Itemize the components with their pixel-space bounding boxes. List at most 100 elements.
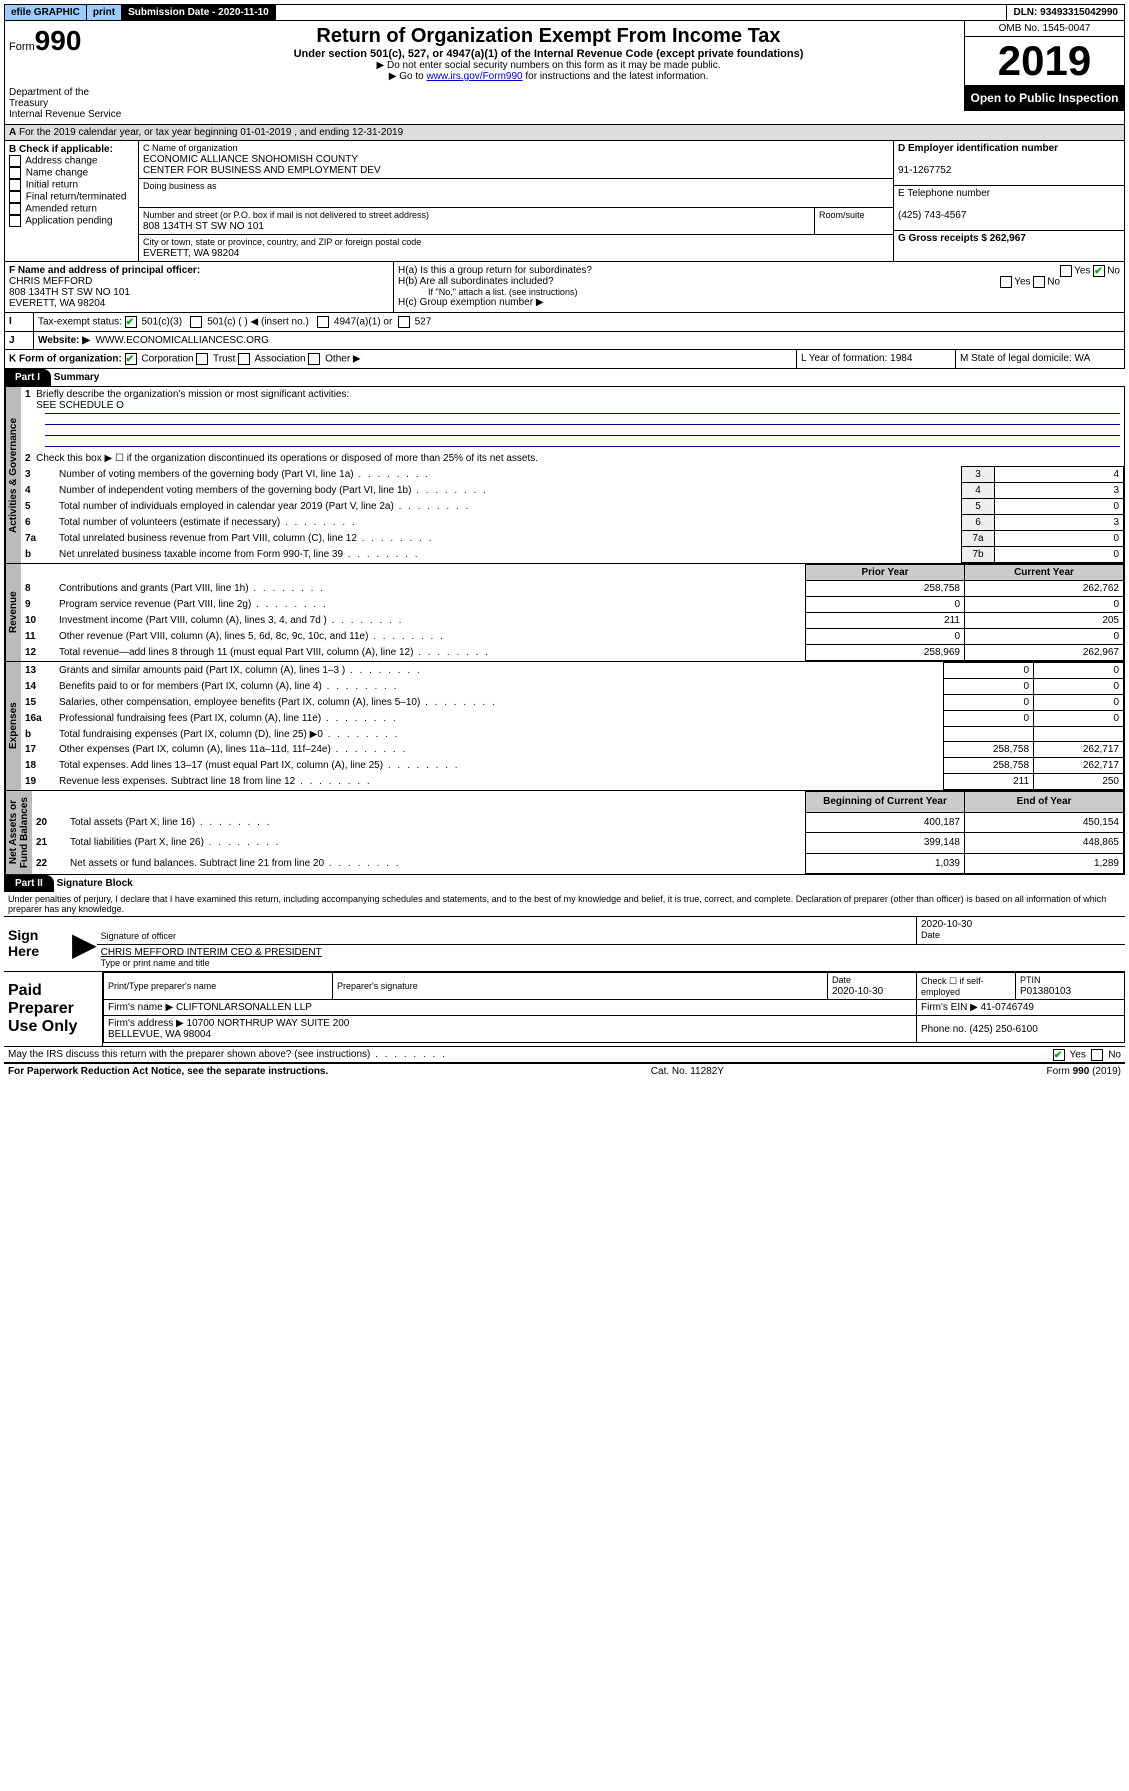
no: No [1108, 1050, 1121, 1061]
firm-lbl: Firm's name ▶ [108, 1002, 173, 1013]
omb-number: OMB No. 1545-0047 [964, 21, 1124, 37]
section-a-text: For the 2019 calendar year, or tax year … [19, 127, 403, 138]
h-b: H(b) Are all subordinates included? Yes … [398, 276, 1120, 287]
top-bar: efile GRAPHIC print Submission Date - 20… [4, 4, 1125, 21]
part1-badge: Part I [4, 369, 51, 386]
info-grid-2: F Name and address of principal officer:… [4, 262, 1125, 313]
dept-treasury: Department of the Treasury Internal Reve… [9, 87, 129, 120]
instructions-link[interactable]: www.irs.gov/Form990 [426, 71, 522, 82]
check-box[interactable] [9, 167, 21, 179]
date-label: Date [921, 930, 940, 940]
yes-label: Yes [1074, 266, 1090, 277]
prep-date: 2020-10-30 [832, 986, 883, 997]
line1-text: Briefly describe the organization's miss… [36, 389, 349, 400]
vtab-expenses: Expenses [5, 662, 21, 790]
hb-yes-checkbox[interactable] [1000, 276, 1012, 288]
check-box[interactable] [9, 179, 21, 191]
box-f-lbl: F Name and address of principal officer: [9, 265, 200, 276]
prep-sig-lbl: Preparer's signature [337, 981, 418, 991]
officer-name: CHRIS MEFFORD INTERIM CEO & PRESIDENT [101, 947, 322, 958]
trust: Trust [213, 354, 235, 365]
addr-lbl: Number and street (or P.O. box if mail i… [143, 210, 429, 220]
501c3-checkbox[interactable] [125, 316, 137, 328]
discuss-text: May the IRS discuss this return with the… [8, 1049, 447, 1060]
subtitle-3: ▶ Go to www.irs.gov/Form990 for instruct… [137, 71, 960, 82]
corp-checkbox[interactable] [125, 353, 137, 365]
paid-prep-lbl: Paid Preparer Use Only [4, 972, 102, 1046]
part-1-header: Part I Summary [4, 369, 1125, 386]
firm-ph-lbl: Phone no. [921, 1024, 967, 1035]
form-title: Return of Organization Exempt From Incom… [137, 25, 960, 48]
check-box[interactable] [9, 203, 21, 215]
table-revenue: Prior YearCurrent Year8Contributions and… [21, 564, 1124, 661]
page-footer: For Paperwork Reduction Act Notice, see … [4, 1062, 1125, 1079]
ein-val: 91-1267752 [898, 165, 951, 176]
box-b-hdr: B Check if applicable: [9, 144, 134, 155]
paid-preparer-block: Paid Preparer Use Only Print/Type prepar… [4, 972, 1125, 1047]
check-icon [126, 354, 134, 365]
print-button[interactable]: print [87, 5, 122, 20]
check-icon [126, 317, 134, 328]
efile-button[interactable]: efile GRAPHIC [5, 5, 87, 20]
ha-no-checkbox[interactable] [1093, 265, 1105, 277]
table-expenses: 13Grants and similar amounts paid (Part … [21, 662, 1124, 790]
row-klm: K Form of organization: Corporation Trus… [4, 350, 1125, 369]
assoc: Association [254, 354, 305, 365]
trust-checkbox[interactable] [196, 353, 208, 365]
4947-checkbox[interactable] [317, 316, 329, 328]
check-box[interactable] [9, 215, 21, 227]
foot-left: For Paperwork Reduction Act Notice, see … [8, 1066, 328, 1077]
corp: Corporation [141, 354, 193, 365]
prep-date-lbl: Date [832, 975, 851, 985]
part2-badge: Part II [4, 875, 54, 892]
spacer [276, 5, 1008, 20]
501c-checkbox[interactable] [190, 316, 202, 328]
sign-here-block: Sign Here ▶ Signature of officer 2020-10… [4, 916, 1125, 972]
527-checkbox[interactable] [398, 316, 410, 328]
hb-no-checkbox[interactable] [1033, 276, 1045, 288]
box-d-lbl: D Employer identification number [898, 143, 1058, 154]
o4: 527 [415, 317, 432, 328]
firm-ph: (425) 250-6100 [969, 1024, 1037, 1035]
discuss-no-checkbox[interactable] [1091, 1049, 1103, 1061]
ha-yes-checkbox[interactable] [1060, 265, 1072, 277]
sig-date: 2020-10-30 [921, 919, 972, 930]
part-2-header: Part II Signature Block [4, 875, 1125, 892]
section-a: A For the 2019 calendar year, or tax yea… [4, 125, 1125, 141]
o2: 501(c) ( ) ◀ (insert no.) [207, 317, 309, 328]
check-box[interactable] [9, 191, 21, 203]
discuss-yes-checkbox[interactable] [1053, 1049, 1065, 1061]
table-activities: 3Number of voting members of the governi… [21, 466, 1124, 563]
vtab-net: Net Assets or Fund Balances [5, 791, 32, 874]
check-icon [1054, 1050, 1062, 1061]
self-emp: Check ☐ if self-employed [917, 973, 1016, 1000]
box-g: G Gross receipts $ 262,967 [898, 233, 1026, 244]
dba-lbl: Doing business as [143, 181, 217, 191]
prep-name-lbl: Print/Type preparer's name [108, 981, 216, 991]
box-b-item: Address change [9, 155, 134, 167]
form-header: Form990 Department of the Treasury Inter… [4, 21, 1125, 125]
assoc-checkbox[interactable] [238, 353, 250, 365]
k-lbl: K Form of organization: [9, 354, 122, 365]
room-lbl: Room/suite [819, 210, 865, 220]
row-j: J Website: ▶ WWW.ECONOMICALLIANCESC.ORG [4, 332, 1125, 350]
h-c: H(c) Group exemption number ▶ [398, 297, 1120, 308]
firm-addr-lbl: Firm's address ▶ [108, 1018, 184, 1029]
box-c-name-lbl: C Name of organization [143, 143, 238, 153]
box-b-item: Amended return [9, 203, 134, 215]
street-addr: 808 134TH ST SW NO 101 [143, 221, 264, 232]
table-net: Beginning of Current YearEnd of Year20To… [32, 791, 1124, 874]
foot-right: Form 990 (2019) [1047, 1066, 1121, 1077]
sub3-pre: ▶ Go to [389, 71, 427, 82]
sub3-post: for instructions and the latest informat… [523, 71, 709, 82]
sign-here-lbl: Sign Here [4, 917, 72, 971]
open-to-public: Open to Public Inspection [964, 85, 1124, 111]
other-checkbox[interactable] [308, 353, 320, 365]
subtitle-1: Under section 501(c), 527, or 4947(a)(1)… [137, 48, 960, 60]
submission-date: Submission Date - 2020-11-10 [122, 5, 276, 20]
check-box[interactable] [9, 155, 21, 167]
declaration: Under penalties of perjury, I declare th… [4, 892, 1125, 916]
box-b-item: Final return/terminated [9, 191, 134, 203]
line2-text: Check this box ▶ ☐ if the organization d… [36, 453, 538, 464]
box-b-item: Name change [9, 167, 134, 179]
